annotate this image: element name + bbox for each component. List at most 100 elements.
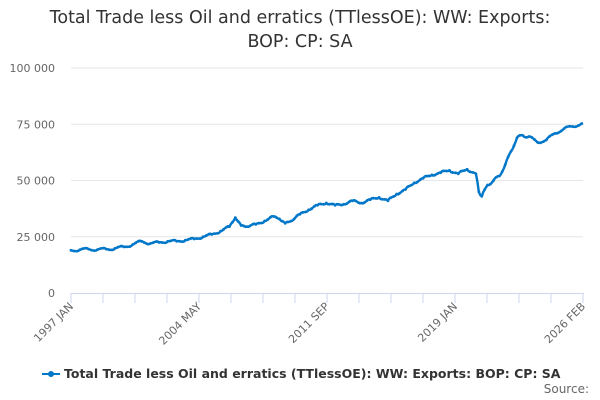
data-point-marker[interactable]: [515, 136, 519, 140]
data-point-marker[interactable]: [345, 202, 349, 206]
data-point-marker[interactable]: [195, 237, 199, 241]
data-point-marker[interactable]: [101, 246, 105, 250]
data-point-marker[interactable]: [415, 180, 419, 184]
data-point-marker[interactable]: [128, 245, 132, 249]
data-point-marker[interactable]: [222, 228, 226, 231]
data-point-marker[interactable]: [377, 196, 381, 199]
data-point-marker[interactable]: [187, 238, 190, 241]
data-point-marker[interactable]: [527, 135, 531, 139]
data-point-marker[interactable]: [580, 122, 583, 126]
data-point-marker[interactable]: [184, 238, 187, 242]
data-point-marker[interactable]: [374, 197, 378, 200]
data-point-marker[interactable]: [242, 224, 246, 228]
data-point-marker[interactable]: [574, 125, 578, 129]
data-point-marker[interactable]: [231, 220, 234, 224]
series-line[interactable]: [70, 121, 584, 253]
data-point-marker[interactable]: [207, 232, 211, 236]
data-point-marker[interactable]: [468, 170, 472, 174]
data-point-marker[interactable]: [430, 173, 434, 177]
data-point-marker[interactable]: [277, 217, 281, 221]
data-point-marker[interactable]: [445, 169, 448, 173]
data-point-marker[interactable]: [330, 202, 334, 206]
data-point-marker[interactable]: [81, 247, 85, 251]
data-point-marker[interactable]: [110, 248, 114, 252]
data-point-marker[interactable]: [474, 172, 478, 176]
data-point-marker[interactable]: [556, 131, 560, 135]
data-point-marker[interactable]: [360, 201, 363, 205]
data-point-marker[interactable]: [477, 190, 481, 194]
data-point-marker[interactable]: [119, 244, 123, 248]
data-point-marker[interactable]: [407, 185, 410, 188]
data-point-marker[interactable]: [286, 220, 290, 224]
data-point-marker[interactable]: [392, 195, 396, 198]
data-point-marker[interactable]: [178, 239, 182, 243]
data-point-marker[interactable]: [386, 199, 390, 203]
data-point-marker[interactable]: [539, 141, 542, 145]
data-point-marker[interactable]: [436, 172, 440, 175]
data-point-marker[interactable]: [254, 223, 258, 226]
data-point-marker[interactable]: [219, 229, 223, 233]
data-point-marker[interactable]: [533, 138, 536, 142]
data-point-marker[interactable]: [454, 171, 457, 175]
data-point-marker[interactable]: [503, 163, 507, 167]
data-point-marker[interactable]: [506, 155, 510, 159]
data-point-marker[interactable]: [365, 199, 369, 202]
data-point-marker[interactable]: [295, 214, 299, 218]
data-point-marker[interactable]: [321, 202, 325, 206]
data-point-marker[interactable]: [169, 239, 173, 243]
data-point-marker[interactable]: [495, 175, 498, 179]
data-point-marker[interactable]: [518, 134, 522, 137]
data-point-marker[interactable]: [245, 225, 249, 229]
data-point-marker[interactable]: [547, 135, 551, 139]
data-point-marker[interactable]: [78, 248, 82, 252]
data-point-marker[interactable]: [257, 221, 261, 225]
data-point-marker[interactable]: [456, 172, 460, 176]
data-point-marker[interactable]: [301, 211, 305, 214]
data-point-marker[interactable]: [559, 129, 563, 133]
data-point-marker[interactable]: [465, 167, 469, 171]
data-point-marker[interactable]: [550, 133, 554, 137]
data-point-marker[interactable]: [383, 198, 387, 201]
data-point-marker[interactable]: [154, 240, 158, 244]
data-point-marker[interactable]: [157, 241, 161, 244]
data-point-marker[interactable]: [368, 198, 372, 202]
data-point-marker[interactable]: [189, 236, 193, 240]
data-point-marker[interactable]: [143, 241, 146, 245]
data-point-marker[interactable]: [122, 245, 126, 249]
data-point-marker[interactable]: [263, 219, 267, 223]
data-point-marker[interactable]: [269, 215, 272, 219]
data-point-marker[interactable]: [125, 245, 129, 249]
data-point-marker[interactable]: [316, 203, 319, 207]
data-point-marker[interactable]: [131, 243, 135, 247]
data-point-marker[interactable]: [313, 204, 316, 208]
data-point-marker[interactable]: [354, 199, 357, 203]
data-point-marker[interactable]: [448, 169, 451, 172]
data-point-marker[interactable]: [107, 248, 111, 252]
data-point-marker[interactable]: [333, 203, 337, 207]
data-point-marker[interactable]: [181, 240, 184, 244]
data-point-marker[interactable]: [213, 232, 217, 236]
data-point-marker[interactable]: [489, 182, 492, 186]
data-point-marker[interactable]: [160, 241, 164, 244]
data-point-marker[interactable]: [451, 171, 454, 174]
data-point-marker[interactable]: [418, 178, 422, 182]
data-point-marker[interactable]: [500, 170, 504, 173]
data-point-marker[interactable]: [342, 202, 346, 206]
data-point-marker[interactable]: [69, 248, 73, 252]
data-point-marker[interactable]: [137, 239, 140, 243]
data-point-marker[interactable]: [509, 149, 513, 153]
data-point-marker[interactable]: [104, 247, 108, 251]
data-point-marker[interactable]: [439, 171, 443, 175]
data-point-marker[interactable]: [298, 212, 302, 216]
data-point-marker[interactable]: [166, 239, 170, 243]
data-point-marker[interactable]: [280, 219, 284, 223]
data-point-marker[interactable]: [459, 169, 463, 173]
data-point-marker[interactable]: [568, 124, 572, 128]
data-point-marker[interactable]: [524, 135, 528, 139]
data-point-marker[interactable]: [577, 124, 580, 127]
data-point-marker[interactable]: [248, 224, 252, 228]
data-point-marker[interactable]: [90, 248, 93, 252]
data-point-marker[interactable]: [424, 174, 428, 178]
data-point-marker[interactable]: [307, 208, 311, 212]
data-point-marker[interactable]: [163, 241, 167, 245]
